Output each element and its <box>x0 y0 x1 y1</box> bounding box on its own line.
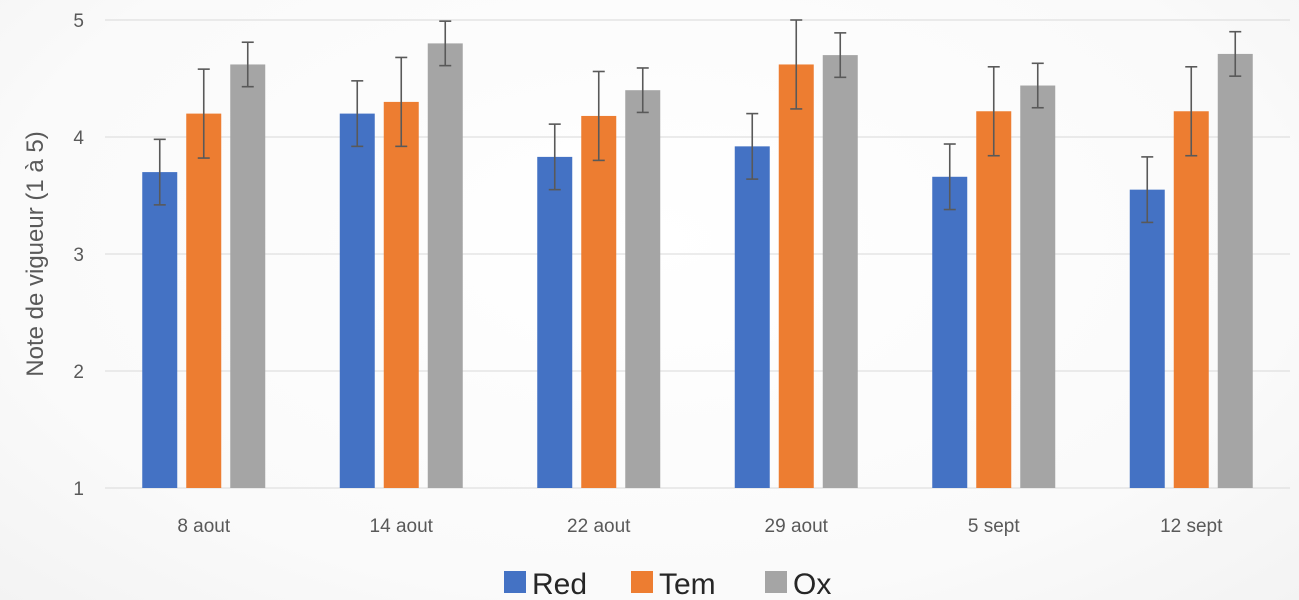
bar-tem <box>976 111 1012 488</box>
bar-ox <box>822 55 858 488</box>
bar-tem <box>778 64 814 489</box>
y-tick-label: 5 <box>73 11 84 32</box>
legend: Red Tem Ox <box>504 568 831 600</box>
bar-ox <box>625 90 661 488</box>
bar-tem <box>383 101 419 489</box>
legend-swatch-red <box>504 571 526 593</box>
y-tick-label: 3 <box>73 245 84 266</box>
bar-ox <box>1217 53 1253 489</box>
x-tick-label: 22 aout <box>567 516 631 537</box>
x-axis-ticks: 8 aout 14 aout 22 aout 29 aout 5 sept 12 sept <box>177 516 1223 537</box>
legend-swatch-tem <box>631 571 653 593</box>
bar-red <box>537 156 573 488</box>
bar-tem <box>186 113 222 488</box>
bars <box>142 43 1253 489</box>
bar-ox <box>1020 85 1056 489</box>
x-tick-label: 8 aout <box>177 516 231 537</box>
error-bars <box>153 19 1242 224</box>
bar-red <box>142 172 178 488</box>
legend-label-tem: Tem <box>659 568 716 600</box>
bar-red <box>1129 189 1165 488</box>
x-tick-label: 29 aout <box>765 516 829 537</box>
x-tick-label: 14 aout <box>370 516 434 537</box>
gridlines <box>105 19 1290 489</box>
bar-ox <box>427 43 463 489</box>
x-tick-label: 12 sept <box>1160 516 1223 537</box>
legend-label-red: Red <box>532 568 587 600</box>
y-tick-label: 4 <box>73 128 84 149</box>
legend-swatch-ox <box>765 571 787 593</box>
y-axis-ticks: 1 2 3 4 5 <box>73 11 84 500</box>
bar-red <box>339 113 375 488</box>
legend-label-ox: Ox <box>793 568 831 600</box>
y-tick-label: 1 <box>73 479 84 500</box>
bar-red <box>932 176 968 488</box>
bar-tem <box>1173 111 1209 488</box>
bar-tem <box>581 115 617 488</box>
x-tick-label: 5 sept <box>968 516 1020 537</box>
bar-ox <box>230 64 266 489</box>
y-axis-title: Note de vigueur (1 à 5) <box>22 131 49 376</box>
y-tick-label: 2 <box>73 362 84 383</box>
bar-red <box>734 146 770 489</box>
